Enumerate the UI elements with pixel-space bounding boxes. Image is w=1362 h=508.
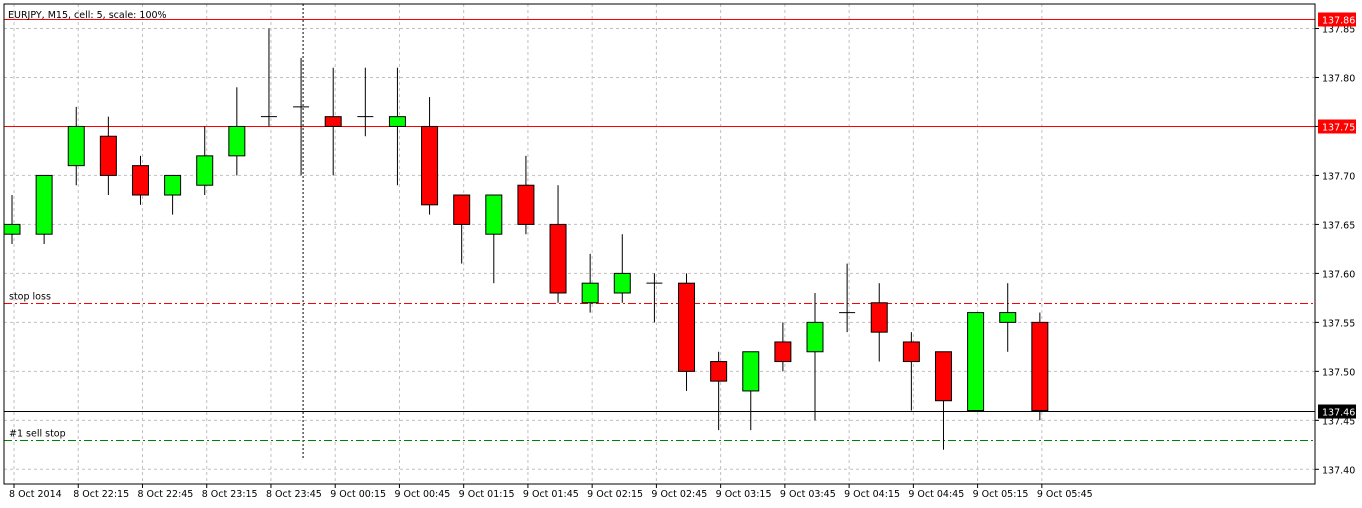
candle-body-bear bbox=[934, 351, 952, 402]
candle-body-bear bbox=[902, 341, 920, 363]
candle-body-bull bbox=[196, 155, 214, 186]
x-tick-label: 9 Oct 04:15 bbox=[844, 489, 900, 500]
x-tick-label: 9 Oct 02:45 bbox=[651, 489, 707, 500]
candle-body-bull bbox=[35, 174, 53, 235]
candle-body-bear bbox=[870, 302, 888, 333]
x-tick-label: 9 Oct 05:45 bbox=[1037, 489, 1093, 500]
level-layer: stop loss #1 sell stop bbox=[4, 19, 1315, 441]
x-tick-label: 8 Oct 2014 bbox=[9, 489, 62, 500]
x-tick-label: 8 Oct 23:45 bbox=[266, 489, 322, 500]
candle-body-bull bbox=[581, 282, 599, 304]
y-tick-label: 137.45 bbox=[1322, 416, 1355, 427]
candle-body-bear bbox=[421, 125, 439, 206]
grid-layer bbox=[4, 4, 1315, 484]
y-tick-label: 137.55 bbox=[1322, 318, 1355, 329]
candle-body-bull bbox=[742, 351, 760, 392]
x-tick-label: 9 Oct 01:15 bbox=[459, 489, 515, 500]
x-tick-label: 9 Oct 05:15 bbox=[973, 489, 1029, 500]
x-tick-label: 9 Oct 02:15 bbox=[587, 489, 643, 500]
candle-body-bull bbox=[67, 125, 85, 167]
x-tick-label: 8 Oct 22:15 bbox=[73, 489, 129, 500]
price-tag-bg-current-price bbox=[1318, 404, 1356, 419]
y-tick-label: 137.60 bbox=[1322, 269, 1355, 280]
candle-body-bull bbox=[388, 116, 406, 127]
candle-body-bull bbox=[806, 321, 824, 353]
candle-body-bear bbox=[774, 341, 792, 363]
candle-body-bear bbox=[1031, 321, 1049, 412]
candle-body-bull bbox=[485, 194, 503, 235]
level-label-stop-loss: stop loss bbox=[9, 292, 51, 303]
price-tag-resistance-high: 137.86 bbox=[1322, 16, 1355, 27]
candle-body-bear bbox=[453, 194, 471, 225]
candle-body-bull bbox=[613, 272, 631, 294]
y-tick-label: 137.65 bbox=[1322, 220, 1355, 231]
candle-body-bull bbox=[228, 125, 246, 157]
price-tag-bg-resistance-mid bbox=[1318, 119, 1356, 134]
y-tick-label: 137.50 bbox=[1322, 367, 1355, 378]
y-tick-label: 137.85 bbox=[1322, 24, 1355, 35]
axis-layer: 137.85 137.80 137.75 137.70 137.65 137.60 137.… bbox=[3, 3, 1356, 500]
candle-body-bear bbox=[99, 135, 117, 176]
candle-body-bull bbox=[164, 174, 182, 196]
candle-body-bear bbox=[324, 116, 342, 127]
x-tick-label: 9 Oct 04:45 bbox=[908, 489, 964, 500]
candle-body-bear bbox=[517, 184, 535, 225]
y-tick-label: 137.70 bbox=[1322, 171, 1355, 182]
x-tick-label: 9 Oct 03:45 bbox=[780, 489, 836, 500]
x-tick-label: 9 Oct 00:45 bbox=[394, 489, 450, 500]
chart-header: EURJPY, M15, cell: 5, scale: 100% bbox=[8, 10, 167, 21]
x-tick-label: 9 Oct 03:15 bbox=[716, 489, 772, 500]
candle-body-bear bbox=[131, 165, 149, 196]
level-label-sell-stop: #1 sell stop bbox=[9, 429, 66, 440]
price-tag-current-price: 137.46 bbox=[1322, 408, 1355, 419]
price-tag-resistance-mid: 137.75 bbox=[1322, 123, 1355, 134]
x-tick-label: 9 Oct 00:15 bbox=[330, 489, 386, 500]
x-tick-label: 9 Oct 01:45 bbox=[523, 489, 579, 500]
y-tick-label: 137.80 bbox=[1322, 73, 1355, 84]
candle-body-bull bbox=[999, 312, 1017, 323]
candle-body-bear bbox=[678, 282, 696, 372]
x-tick-label: 8 Oct 23:15 bbox=[202, 489, 258, 500]
y-tick-label: 137.40 bbox=[1322, 465, 1355, 476]
candle-body-bear bbox=[710, 361, 728, 382]
candle-layer bbox=[3, 28, 1049, 450]
plot-frame bbox=[3, 3, 1316, 485]
x-tick-label: 8 Oct 22:45 bbox=[137, 489, 193, 500]
candle-body-bear bbox=[549, 223, 567, 294]
candle-body-bull bbox=[3, 223, 21, 235]
candle-body-bull bbox=[967, 312, 985, 412]
price-tag-bg-resistance-high bbox=[1318, 12, 1356, 27]
